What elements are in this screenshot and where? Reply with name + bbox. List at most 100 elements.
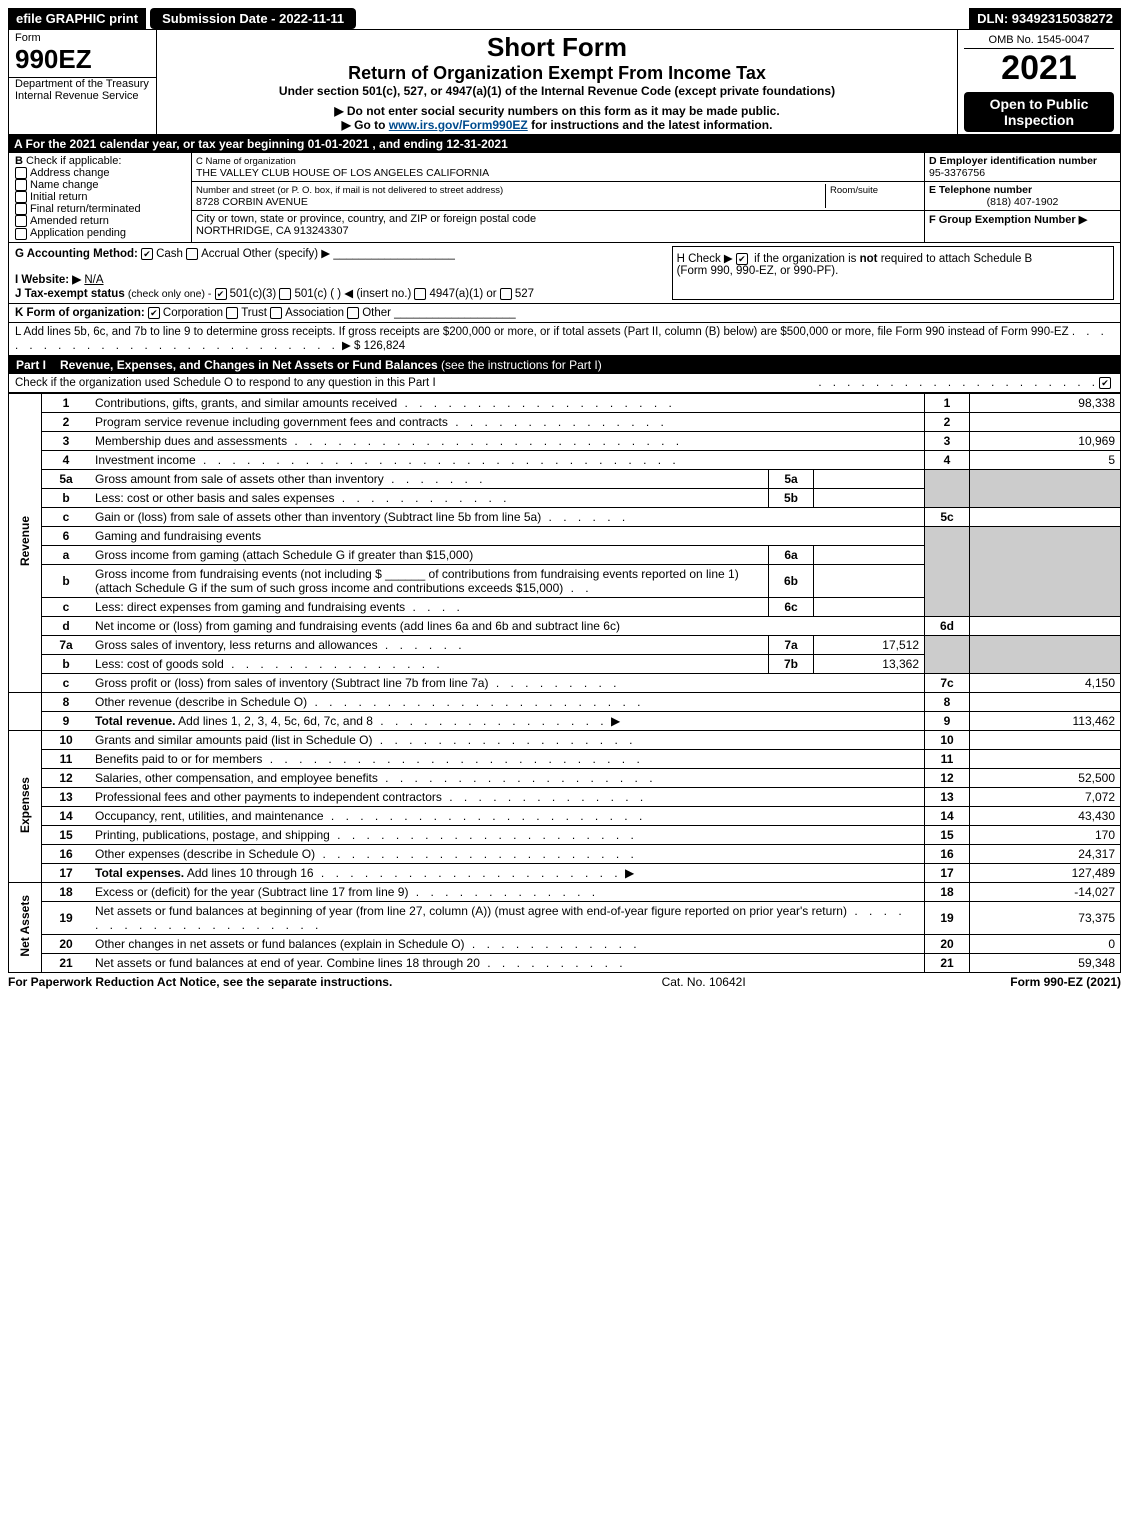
ein-value: 95-3376756 [929,167,985,179]
section-def: D Employer identification number 95-3376… [925,153,1120,242]
ein-label: D Employer identification number [929,155,1097,167]
checkbox-501c[interactable] [279,288,291,300]
page-footer: For Paperwork Reduction Act Notice, see … [8,973,1121,989]
line-7c-value: 4,150 [970,673,1121,692]
section-gh: G Accounting Method: ✔Cash Accrual Other… [8,243,1121,304]
line-17-value: 127,489 [970,863,1121,882]
irs-label: Internal Revenue Service [15,90,150,102]
line-7b-value: 13,362 [814,654,925,673]
checkbox-name-change[interactable] [15,179,27,191]
line-3-value: 10,969 [970,431,1121,450]
top-bar: efile GRAPHIC print Submission Date - 20… [8,8,1121,29]
form-number: 990EZ [15,44,150,75]
footer-right: Form 990-EZ (2021) [843,975,1121,989]
part-1-table: Revenue 1 Contributions, gifts, grants, … [8,393,1121,973]
submission-date: Submission Date - 2022-11-11 [150,8,356,29]
line-13-value: 7,072 [970,787,1121,806]
website-value: N/A [84,274,103,286]
checkbox-4947[interactable] [414,288,426,300]
warn-text: ▶ Do not enter social security numbers o… [163,104,951,118]
checkbox-schedule-o[interactable]: ✔ [1099,377,1111,389]
line-1-value: 98,338 [970,393,1121,412]
tax-exempt-label: J Tax-exempt status [15,288,125,300]
title-short: Short Form [163,32,951,63]
line-5c-value [970,507,1121,526]
website-label: I Website: ▶ [15,274,81,286]
tax-year: 2021 [964,49,1114,88]
checkbox-schedule-b[interactable]: ✔ [736,253,748,265]
checkbox-final-return[interactable] [15,203,27,215]
checkbox-initial-return[interactable] [15,191,27,203]
part-1-label: Part I [8,356,54,374]
line-2-value [970,412,1121,431]
footer-mid: Cat. No. 10642I [565,975,843,989]
checkbox-address-change[interactable] [15,167,27,179]
line-5a-value [814,469,925,488]
line-18-value: -14,027 [970,882,1121,901]
line-21-value: 59,348 [970,953,1121,972]
room-label: Room/suite [830,185,878,196]
part-1-check: Check if the organization used Schedule … [8,374,1121,393]
part-1-header: Part I Revenue, Expenses, and Changes in… [8,356,1121,374]
line-19-value: 73,375 [970,901,1121,934]
line-11-value [970,749,1121,768]
section-c: C Name of organization THE VALLEY CLUB H… [192,153,925,242]
info-row: B Check if applicable: Address change Na… [8,153,1121,243]
omb-number: OMB No. 1545-0047 [964,32,1114,49]
form-label: Form [15,32,150,44]
addr-label: Number and street (or P. O. box, if mail… [196,185,503,196]
line-9-value: 113,462 [970,711,1121,730]
checkbox-other-org[interactable] [347,307,359,319]
open-public: Open to Public Inspection [964,92,1114,132]
checkbox-application-pending[interactable] [15,228,27,240]
line-7a-value: 17,512 [814,635,925,654]
title-main: Return of Organization Exempt From Incom… [163,63,951,84]
checkbox-cash[interactable]: ✔ [141,248,153,260]
phone-value: (818) 407-1902 [929,196,1116,208]
line-6d-value [970,616,1121,635]
revenue-label: Revenue [9,393,42,692]
dept-label: Department of the Treasury [15,78,150,90]
goto-line: ▶ Go to www.irs.gov/Form990EZ for instru… [163,118,951,132]
section-h: H Check ▶ ✔ if the organization is not r… [672,246,1114,300]
org-address: 8728 CORBIN AVENUE [196,196,308,208]
checkbox-corp[interactable]: ✔ [148,307,160,319]
section-k: K Form of organization: ✔Corporation Tru… [8,304,1121,323]
line-6c-value [814,597,925,616]
efile-label: efile GRAPHIC print [8,8,146,29]
org-name-label: C Name of organization [196,156,296,167]
line-6b-value [814,564,925,597]
line-4-value: 5 [970,450,1121,469]
form-header: Form 990EZ Department of the Treasury In… [8,29,1121,135]
checkbox-accrual[interactable] [186,248,198,260]
line-14-value: 43,430 [970,806,1121,825]
net-assets-label: Net Assets [9,882,42,972]
section-l: L Add lines 5b, 6c, and 7b to line 9 to … [8,323,1121,356]
line-5b-value [814,488,925,507]
checkbox-527[interactable] [500,288,512,300]
dln-label: DLN: 93492315038272 [969,8,1121,29]
expenses-label: Expenses [9,730,42,882]
section-a: A For the 2021 calendar year, or tax yea… [8,135,1121,153]
line-20-value: 0 [970,934,1121,953]
org-city: NORTHRIDGE, CA 913243307 [196,225,349,237]
title-sub: Under section 501(c), 527, or 4947(a)(1)… [163,84,951,98]
footer-left: For Paperwork Reduction Act Notice, see … [8,975,565,989]
section-b: B Check if applicable: Address change Na… [9,153,192,242]
goto-link[interactable]: www.irs.gov/Form990EZ [389,118,528,132]
checkbox-trust[interactable] [226,307,238,319]
checkbox-assoc[interactable] [270,307,282,319]
part-1-title: Revenue, Expenses, and Changes in Net As… [54,356,1121,374]
line-6a-value [814,545,925,564]
line-10-value [970,730,1121,749]
phone-label: E Telephone number [929,184,1032,196]
checkbox-amended-return[interactable] [15,215,27,227]
line-8-value [970,692,1121,711]
accounting-label: G Accounting Method: [15,248,138,260]
line-15-value: 170 [970,825,1121,844]
checkbox-501c3[interactable]: ✔ [215,288,227,300]
group-exemption-label: F Group Exemption Number ▶ [929,214,1087,226]
org-name: THE VALLEY CLUB HOUSE OF LOS ANGELES CAL… [196,167,489,179]
city-label: City or town, state or province, country… [196,213,536,225]
line-16-value: 24,317 [970,844,1121,863]
